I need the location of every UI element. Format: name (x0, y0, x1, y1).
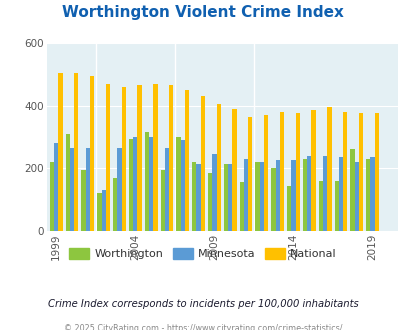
Bar (121, 87, 126, 231)
Bar (318, 181, 322, 231)
Bar (90, 76, 94, 231)
Bar (164, 148, 168, 231)
Bar (243, 159, 247, 231)
Bar (54, 143, 58, 231)
Bar (117, 148, 121, 231)
Bar (184, 90, 189, 231)
Bar (223, 164, 228, 231)
Bar (58, 73, 62, 231)
Bar (358, 114, 362, 231)
Bar (279, 112, 283, 231)
Bar (81, 170, 85, 231)
Bar (66, 134, 70, 231)
Text: Crime Index corresponds to incidents per 100,000 inhabitants: Crime Index corresponds to incidents per… (47, 299, 358, 309)
Bar (259, 162, 263, 231)
Bar (286, 185, 291, 231)
Bar (153, 84, 157, 231)
Legend: Worthington, Minnesota, National: Worthington, Minnesota, National (65, 244, 340, 263)
Bar (369, 157, 374, 231)
Bar (101, 190, 106, 231)
Bar (239, 182, 243, 231)
Bar (216, 104, 220, 231)
Bar (374, 114, 378, 231)
Bar (271, 168, 275, 231)
Bar (334, 181, 338, 231)
Bar (106, 84, 110, 231)
Bar (295, 114, 299, 231)
Bar (160, 170, 164, 231)
Bar (128, 139, 133, 231)
Bar (113, 178, 117, 231)
Text: Worthington Violent Crime Index: Worthington Violent Crime Index (62, 5, 343, 20)
Bar (338, 157, 342, 231)
Bar (307, 156, 311, 231)
Bar (354, 162, 358, 231)
Bar (70, 148, 74, 231)
Bar (50, 162, 54, 231)
Bar (149, 137, 153, 231)
Bar (137, 85, 141, 231)
Bar (247, 116, 252, 231)
Bar (97, 193, 101, 231)
Bar (196, 164, 200, 231)
Bar (228, 164, 232, 231)
Bar (291, 160, 295, 231)
Bar (342, 112, 347, 231)
Bar (144, 132, 149, 231)
Bar (133, 137, 137, 231)
Bar (365, 159, 369, 231)
Bar (176, 137, 180, 231)
Bar (232, 109, 236, 231)
Bar (275, 160, 279, 231)
Bar (212, 154, 216, 231)
Bar (200, 96, 205, 231)
Bar (168, 85, 173, 231)
Bar (326, 107, 331, 231)
Bar (311, 110, 315, 231)
Bar (180, 140, 184, 231)
Bar (255, 162, 259, 231)
Bar (74, 73, 78, 231)
Bar (85, 148, 90, 231)
Text: © 2025 CityRating.com - https://www.cityrating.com/crime-statistics/: © 2025 CityRating.com - https://www.city… (64, 324, 341, 330)
Bar (263, 115, 268, 231)
Bar (350, 149, 354, 231)
Bar (192, 162, 196, 231)
Bar (302, 159, 307, 231)
Bar (207, 173, 212, 231)
Bar (322, 156, 326, 231)
